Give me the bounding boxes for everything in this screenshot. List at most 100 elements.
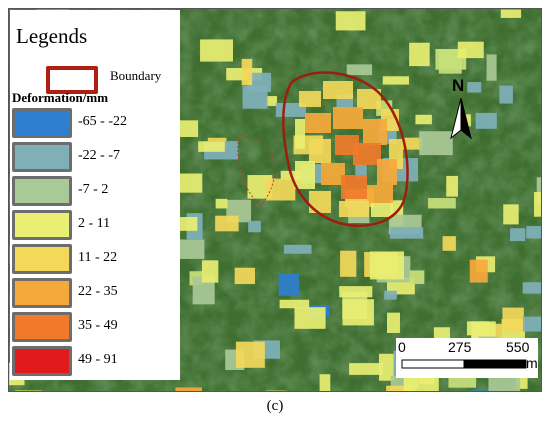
deformation-patch [486, 54, 497, 81]
deformation-patch [355, 164, 367, 179]
legend-class: -7 - 2 [12, 176, 178, 206]
deformation-patch [319, 374, 331, 391]
legend-class: 22 - 35 [12, 278, 178, 308]
legend-class-label: 2 - 11 [78, 216, 111, 231]
legend-class-swatch [12, 312, 72, 342]
deformation-patch [371, 203, 393, 217]
deformation-patch [294, 307, 326, 329]
legend-class: 2 - 11 [12, 210, 178, 240]
legend-class: 35 - 49 [12, 312, 178, 342]
deformation-patch [469, 259, 488, 283]
scale-tick-label: 0 [398, 339, 406, 355]
deformation-patch [15, 390, 42, 391]
deformation-patch [526, 226, 541, 239]
legend-class-label: 22 - 35 [78, 284, 118, 299]
study-area-boundary [282, 71, 409, 227]
legend-class-label: -22 - -7 [78, 148, 120, 163]
deformation-patch [305, 113, 331, 133]
deformation-patch [386, 312, 400, 333]
deformation-patch [323, 81, 353, 99]
deformation-patch [419, 131, 453, 156]
deformation-patch [164, 391, 177, 392]
deformation-patch [346, 64, 373, 76]
scale-tick-label: 550 [506, 339, 530, 355]
deformation-patch [471, 321, 496, 339]
legend-class-label: -65 - -22 [78, 114, 127, 129]
north-arrow: N [446, 76, 476, 142]
deformation-patch [363, 119, 387, 145]
deformation-patch [265, 96, 277, 106]
deformation-patch [234, 267, 255, 285]
deformation-patch [522, 282, 541, 294]
deformation-patch [192, 276, 215, 305]
deformation-patch [178, 120, 199, 137]
legend-class: -65 - -22 [12, 108, 178, 138]
deformation-patch [382, 76, 410, 85]
deformation-patch [428, 198, 456, 209]
deformation-patch [283, 244, 312, 254]
deformation-patch [500, 9, 522, 18]
legend-class-label: 11 - 22 [78, 250, 118, 265]
deformation-patch [333, 107, 363, 129]
deformation-patch [342, 299, 374, 326]
boundary-label: Boundary [110, 68, 162, 83]
secondary-boundary [237, 134, 276, 206]
deformation-patch [349, 363, 383, 375]
deformation-patch [309, 139, 331, 163]
deformation-patch [235, 341, 265, 368]
deformation-patch [415, 114, 432, 125]
deformation-patch [468, 390, 499, 391]
deformation-patch [299, 91, 321, 107]
figure-caption: (c) [266, 398, 284, 414]
deformation-patch [265, 178, 296, 201]
deformation-patch [433, 327, 450, 340]
deformation-patch [265, 390, 287, 391]
legend-title: Legends [16, 24, 88, 48]
deformation-patch [242, 85, 268, 109]
deformation-patch [215, 198, 228, 209]
deformation-patch [201, 260, 219, 283]
deformation-patch [369, 251, 405, 280]
north-arrow-icon [450, 97, 472, 140]
deformation-patch [386, 385, 414, 391]
boundary-swatch [46, 66, 98, 94]
legend-class-swatch [12, 278, 72, 308]
legend-class-swatch [12, 210, 72, 240]
north-label: N [452, 76, 465, 95]
deformation-patch [241, 58, 253, 86]
deformation-patch [339, 201, 369, 217]
deformation-patch [278, 273, 299, 296]
scale-bar-graphic [401, 359, 527, 369]
legend-class-swatch [12, 346, 72, 376]
deformation-patch [177, 239, 205, 259]
deformation-patch [446, 175, 458, 197]
deformation-patch [467, 82, 482, 93]
deformation-patch [200, 39, 233, 62]
deformation-patch [510, 228, 526, 242]
deformation-patch [295, 161, 315, 189]
deformation-patch [321, 163, 345, 185]
deformation-patch [536, 177, 541, 205]
legend-class-swatch [12, 108, 72, 138]
deformation-patch [295, 119, 305, 149]
legend-class-label: 49 - 91 [78, 352, 118, 367]
legend-class-label: -7 - 2 [78, 182, 109, 197]
deformation-patch [503, 204, 519, 225]
deformation-label: Deformation/mm [12, 90, 109, 105]
deformation-patch [499, 85, 513, 104]
scale-bar: 0 275 550 m [396, 338, 538, 378]
legend-class: -22 - -7 [12, 142, 178, 172]
legend-class-label: 35 - 49 [78, 318, 118, 333]
deformation-patch [309, 191, 331, 213]
deformation-patch [438, 49, 462, 74]
deformation-patch [248, 220, 261, 233]
deformation-patch [534, 192, 541, 217]
deformation-patch [357, 89, 381, 109]
deformation-patch [457, 41, 484, 59]
scale-tick-label: 275 [448, 339, 472, 355]
deformation-patch [378, 353, 395, 381]
deformation-patch [522, 316, 541, 332]
legend-class-swatch [12, 244, 72, 274]
scale-unit: m [526, 355, 538, 371]
deformation-patch [175, 387, 202, 391]
